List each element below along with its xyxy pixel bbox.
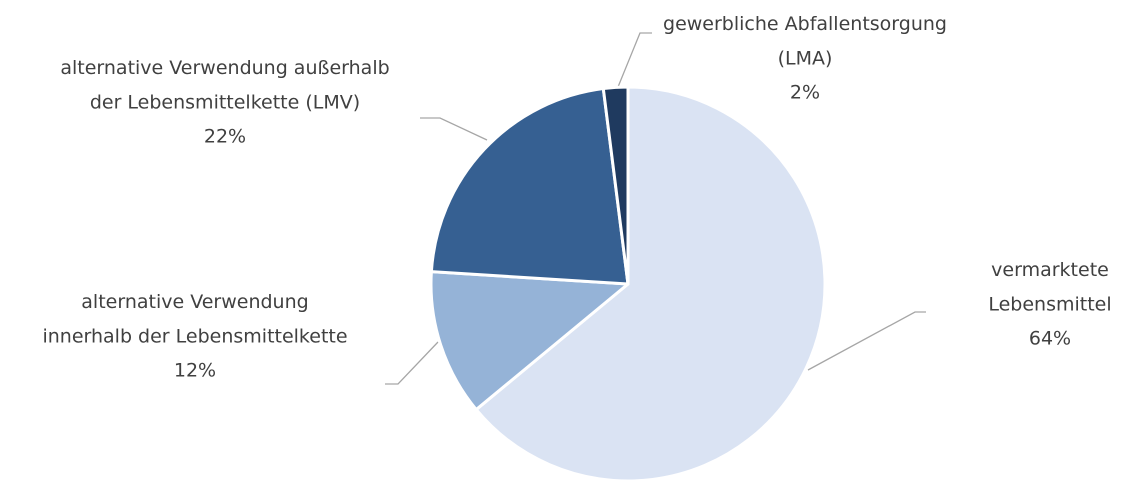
category-label: vermarktete Lebensmittel — [988, 259, 1111, 316]
category-label: gewerbliche Abfallentsorgung (LMA) — [663, 13, 947, 70]
pie-slice — [474, 85, 827, 480]
value-label: 12% — [174, 360, 216, 382]
leader-line — [617, 32, 652, 88]
category-label: alternative Verwendung innerhalb der Lebe… — [42, 291, 347, 348]
pie-slice — [429, 87, 630, 286]
leader-line — [420, 117, 488, 141]
pie-slice — [429, 270, 630, 412]
data-label: gewerbliche Abfallentsorgung (LMA) 2% — [663, 13, 947, 104]
value-label: 64% — [1029, 328, 1071, 350]
leader-line — [385, 341, 439, 385]
value-label: 2% — [790, 82, 820, 104]
category-label: alternative Verwendung außerhalb der Lebe… — [60, 57, 389, 114]
data-label: alternative Verwendung innerhalb der Lebe… — [42, 291, 347, 382]
leader-line — [807, 311, 926, 371]
leader-lines — [385, 32, 926, 385]
data-label: alternative Verwendung außerhalb der Lebe… — [60, 57, 389, 148]
pie-slice — [601, 85, 630, 286]
data-label: vermarktete Lebensmittel 64% — [988, 259, 1111, 350]
value-label: 22% — [204, 126, 246, 148]
